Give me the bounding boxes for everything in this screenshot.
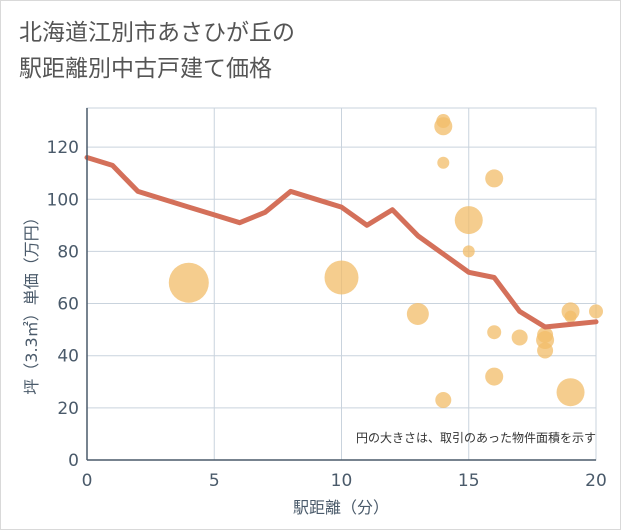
y-tick-label-0: 0: [68, 451, 79, 471]
x-axis-label: 駅距離（分）: [293, 498, 389, 517]
chart-title: 北海道江別市あさひが丘の 駅距離別中古戸建て価格: [19, 15, 599, 87]
bubble-point-6: [435, 392, 452, 409]
y-tick-label-120: 120: [47, 138, 79, 158]
bubble-point-12: [511, 329, 528, 346]
axes: [86, 108, 596, 461]
bubble-point-18: [556, 378, 585, 407]
size-note: 円の大きさは、取引のあった物件面積を示す: [356, 430, 596, 445]
bubble-point-7: [454, 206, 483, 235]
x-tick-label-20: 20: [585, 471, 607, 491]
y-tick-label-40: 40: [57, 347, 79, 367]
y-axis-label: 坪（3.3㎡）単価（万円）: [22, 209, 41, 394]
bubble-point-0: [168, 262, 209, 303]
bubble-point-4: [434, 117, 453, 136]
bubble-point-19: [589, 304, 603, 319]
bubble-point-17: [564, 310, 577, 323]
y-tick-label-60: 60: [57, 295, 79, 315]
y-tick-label-80: 80: [57, 242, 79, 262]
bubble-point-1: [324, 260, 359, 295]
trend-series: [84, 155, 599, 330]
bubble-series: [168, 114, 603, 409]
x-tick-label-0: 0: [82, 471, 93, 491]
y-tick-label-20: 20: [57, 399, 79, 419]
bubble-point-11: [485, 367, 504, 386]
bubble-point-9: [485, 169, 504, 188]
bubble-point-15: [537, 342, 554, 359]
x-tick-label-10: 10: [331, 471, 353, 491]
bubble-point-10: [487, 325, 502, 340]
bubble-point-5: [437, 156, 450, 169]
bubble-point-2: [406, 302, 429, 325]
bubble-point-8: [462, 245, 475, 258]
x-tick-label-5: 5: [209, 471, 220, 491]
chart-title-line-2: 駅距離別中古戸建て価格: [19, 56, 272, 82]
trend-line: [84, 155, 599, 330]
y-tick-label-100: 100: [47, 190, 79, 210]
chart-title-line-1: 北海道江別市あさひが丘の: [19, 20, 295, 46]
tick-labels: 0 5 10 15 20 0 20 40 60 80 100 120: [47, 138, 607, 491]
x-tick-label-15: 15: [458, 471, 480, 491]
